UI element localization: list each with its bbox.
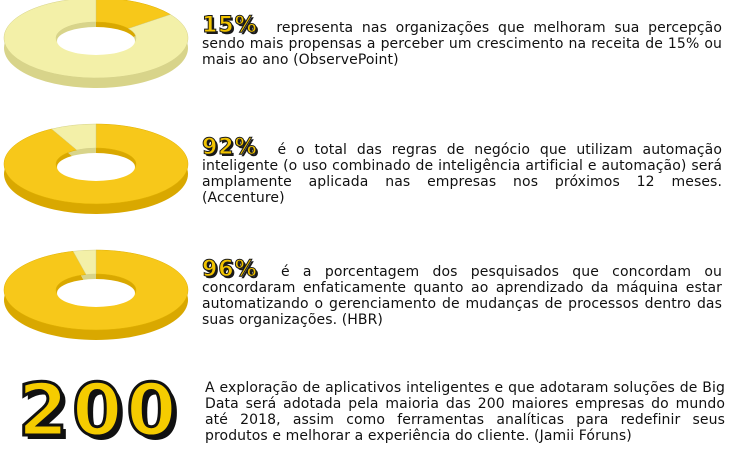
stat-percent-3: 96% — [202, 257, 258, 282]
donut-chart-3 — [3, 249, 189, 340]
donut-hole — [57, 153, 135, 181]
donut-slice-empty — [51, 123, 97, 151]
stat-text-3: 96% é a porcentagem dos pesquisados que … — [202, 258, 722, 328]
stat-text-2: 92% é o total das regras de negócio que … — [202, 136, 722, 206]
donut-hole — [57, 27, 135, 55]
stat-description-3: é a porcentagem dos pesquisados que conc… — [202, 264, 722, 328]
stat-description-1: representa nas organizações que melhoram… — [202, 20, 722, 68]
stat-description-2: é o total das regras de negócio que util… — [202, 142, 722, 206]
donut-chart-1 — [3, 0, 189, 88]
stat-text-1: 15% representa nas organizações que melh… — [202, 14, 722, 68]
donut-chart-2 — [3, 123, 189, 214]
donut-hole — [57, 279, 135, 307]
donut-slice-empty — [72, 249, 97, 275]
highlight-text: A exploração de aplicativos inteligentes… — [205, 380, 725, 444]
stat-percent-2: 92% — [202, 135, 258, 160]
stat-percent-1: 15% — [202, 13, 258, 38]
highlight-number: 200 — [16, 368, 181, 452]
